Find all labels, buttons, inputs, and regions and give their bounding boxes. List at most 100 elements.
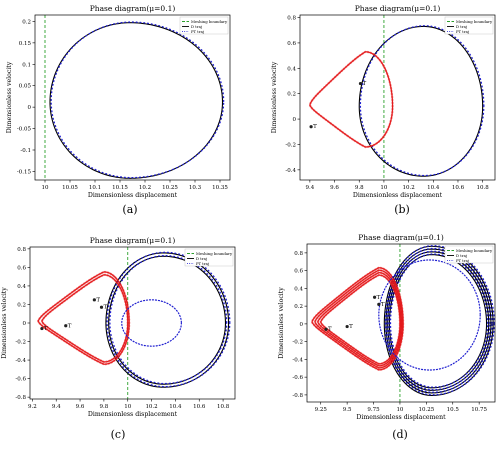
y-tick-label: -0.2 (15, 340, 26, 346)
legend-entry: D traj (191, 24, 202, 29)
x-tick-label: 10 (380, 185, 387, 191)
legend-entry: PT traj (456, 258, 469, 263)
x-tick-label: 10.3 (189, 185, 202, 191)
y-axis-label: Dimensionless velocity (278, 287, 285, 359)
x-tick-label: 9.4 (52, 404, 61, 410)
trajectory-marker (358, 81, 363, 86)
trajectory-marker (40, 326, 44, 331)
y-tick-label: 0.8 (287, 16, 296, 22)
y-tick-label: -0.1 (20, 148, 31, 154)
plot-area: TT (308, 15, 485, 180)
x-tick-label: 9.6 (330, 185, 339, 191)
x-tick-label: 10.75 (471, 407, 487, 413)
panel-caption: (c) (111, 428, 126, 441)
x-tick-label: 10.5 (447, 407, 460, 413)
x-tick-label: 9.5 (343, 407, 352, 413)
legend-entry: D traj (456, 253, 467, 258)
trajectory-marker (64, 324, 68, 328)
x-tick-label: 10.2 (145, 404, 157, 410)
y-tick-label: 0.2 (22, 19, 31, 25)
x-axis-label: Dimensionless displacement (88, 411, 178, 418)
y-tick-label: -0.2 (292, 340, 303, 346)
trajectory-marker (309, 125, 313, 129)
y-tick-label: 0.6 (287, 41, 296, 47)
y-axis-label: Dimensionless velocity (6, 61, 13, 133)
x-axis-label: Dimensionless displacement (353, 192, 443, 199)
x-tick-label: 10.2 (139, 185, 151, 191)
x-tick-label: 10 (396, 407, 403, 413)
y-tick-label: 0.05 (19, 84, 32, 90)
x-tick-label: 9.4 (305, 185, 314, 191)
y-tick-label: 0.6 (294, 269, 303, 275)
legend-entry: D traj (456, 24, 467, 29)
marker-label: T (328, 327, 332, 333)
y-tick-label: -0.4 (285, 168, 296, 174)
marker-label: T (313, 124, 317, 130)
x-tick-label: 10.25 (162, 185, 178, 191)
legend-entry: D traj (196, 256, 207, 261)
legend-entry: Meshing boundary (456, 19, 493, 24)
y-tick-label: 0.4 (294, 286, 303, 292)
x-tick-label: 10.25 (418, 407, 434, 413)
trajectory-marker (372, 295, 377, 299)
y-tick-label: 0 (23, 321, 27, 327)
y-tick-label: 0.8 (294, 251, 303, 257)
panel-caption: (a) (122, 203, 137, 216)
trajectory-marker (99, 305, 104, 309)
y-tick-label: 0.1 (22, 62, 31, 68)
panel-caption: (b) (394, 203, 410, 216)
pt-trajectory-dotted (378, 259, 481, 371)
legend-entry: Meshing boundary (456, 248, 493, 253)
trajectory-marker (345, 324, 349, 329)
pt-trajectory-red (308, 50, 394, 149)
y-tick-label: -0.6 (15, 377, 26, 383)
d-trajectory (49, 22, 224, 179)
trajectory-red-branch (309, 51, 394, 148)
chart-title: Phase diagram(μ=0.1) (355, 4, 441, 13)
legend-entry: PT traj (456, 29, 469, 34)
x-tick-label: 10.35 (212, 185, 228, 191)
x-tick-label: 10.15 (112, 185, 128, 191)
plot-area (44, 15, 225, 180)
x-tick-label: 9.75 (367, 407, 380, 413)
y-axis-label: Dimensionless velocity (1, 287, 8, 359)
chart-title: Phase diagram(μ=0.1) (90, 236, 176, 245)
pt-trajectory (389, 253, 489, 388)
panel-caption: (d) (392, 428, 408, 441)
x-tick-label: 10.05 (62, 185, 78, 191)
y-tick-label: 0 (300, 322, 304, 328)
y-tick-label: 0.4 (17, 284, 26, 290)
plot-frame (29, 246, 236, 400)
y-tick-label: 0.8 (17, 247, 26, 253)
legend-entry: Meshing boundary (191, 19, 228, 24)
y-tick-label: 0.2 (287, 92, 296, 98)
legend-entry: PT traj (191, 29, 204, 34)
pt-trajectory-red (37, 270, 131, 366)
x-tick-label: 9.2 (28, 404, 37, 410)
x-tick-label: 9.6 (76, 404, 85, 410)
marker-label: T (104, 305, 108, 311)
d-trajectory (358, 25, 484, 177)
panel-1: Phase diagram(μ=0.1) Dimensionless displa… (6, 4, 231, 216)
marker-label: T (44, 326, 48, 332)
x-tick-label: 10 (42, 185, 49, 191)
plot-frame (34, 14, 231, 181)
y-axis-label: Dimensionless velocity (271, 61, 278, 133)
x-tick-label: 10 (124, 404, 131, 410)
trajectory-marker (377, 302, 381, 306)
y-tick-label: 0.2 (294, 304, 303, 310)
marker-label: T (377, 295, 381, 301)
y-tick-label: 0 (293, 117, 297, 123)
y-tick-label: -0.05 (17, 127, 32, 133)
trajectory-marker (324, 327, 328, 331)
x-tick-label: 10.8 (217, 404, 230, 410)
plot-frame (299, 14, 496, 181)
marker-label: T (381, 302, 385, 308)
pt-trajectory-dotted (121, 299, 182, 347)
pt-trajectory (386, 247, 493, 393)
